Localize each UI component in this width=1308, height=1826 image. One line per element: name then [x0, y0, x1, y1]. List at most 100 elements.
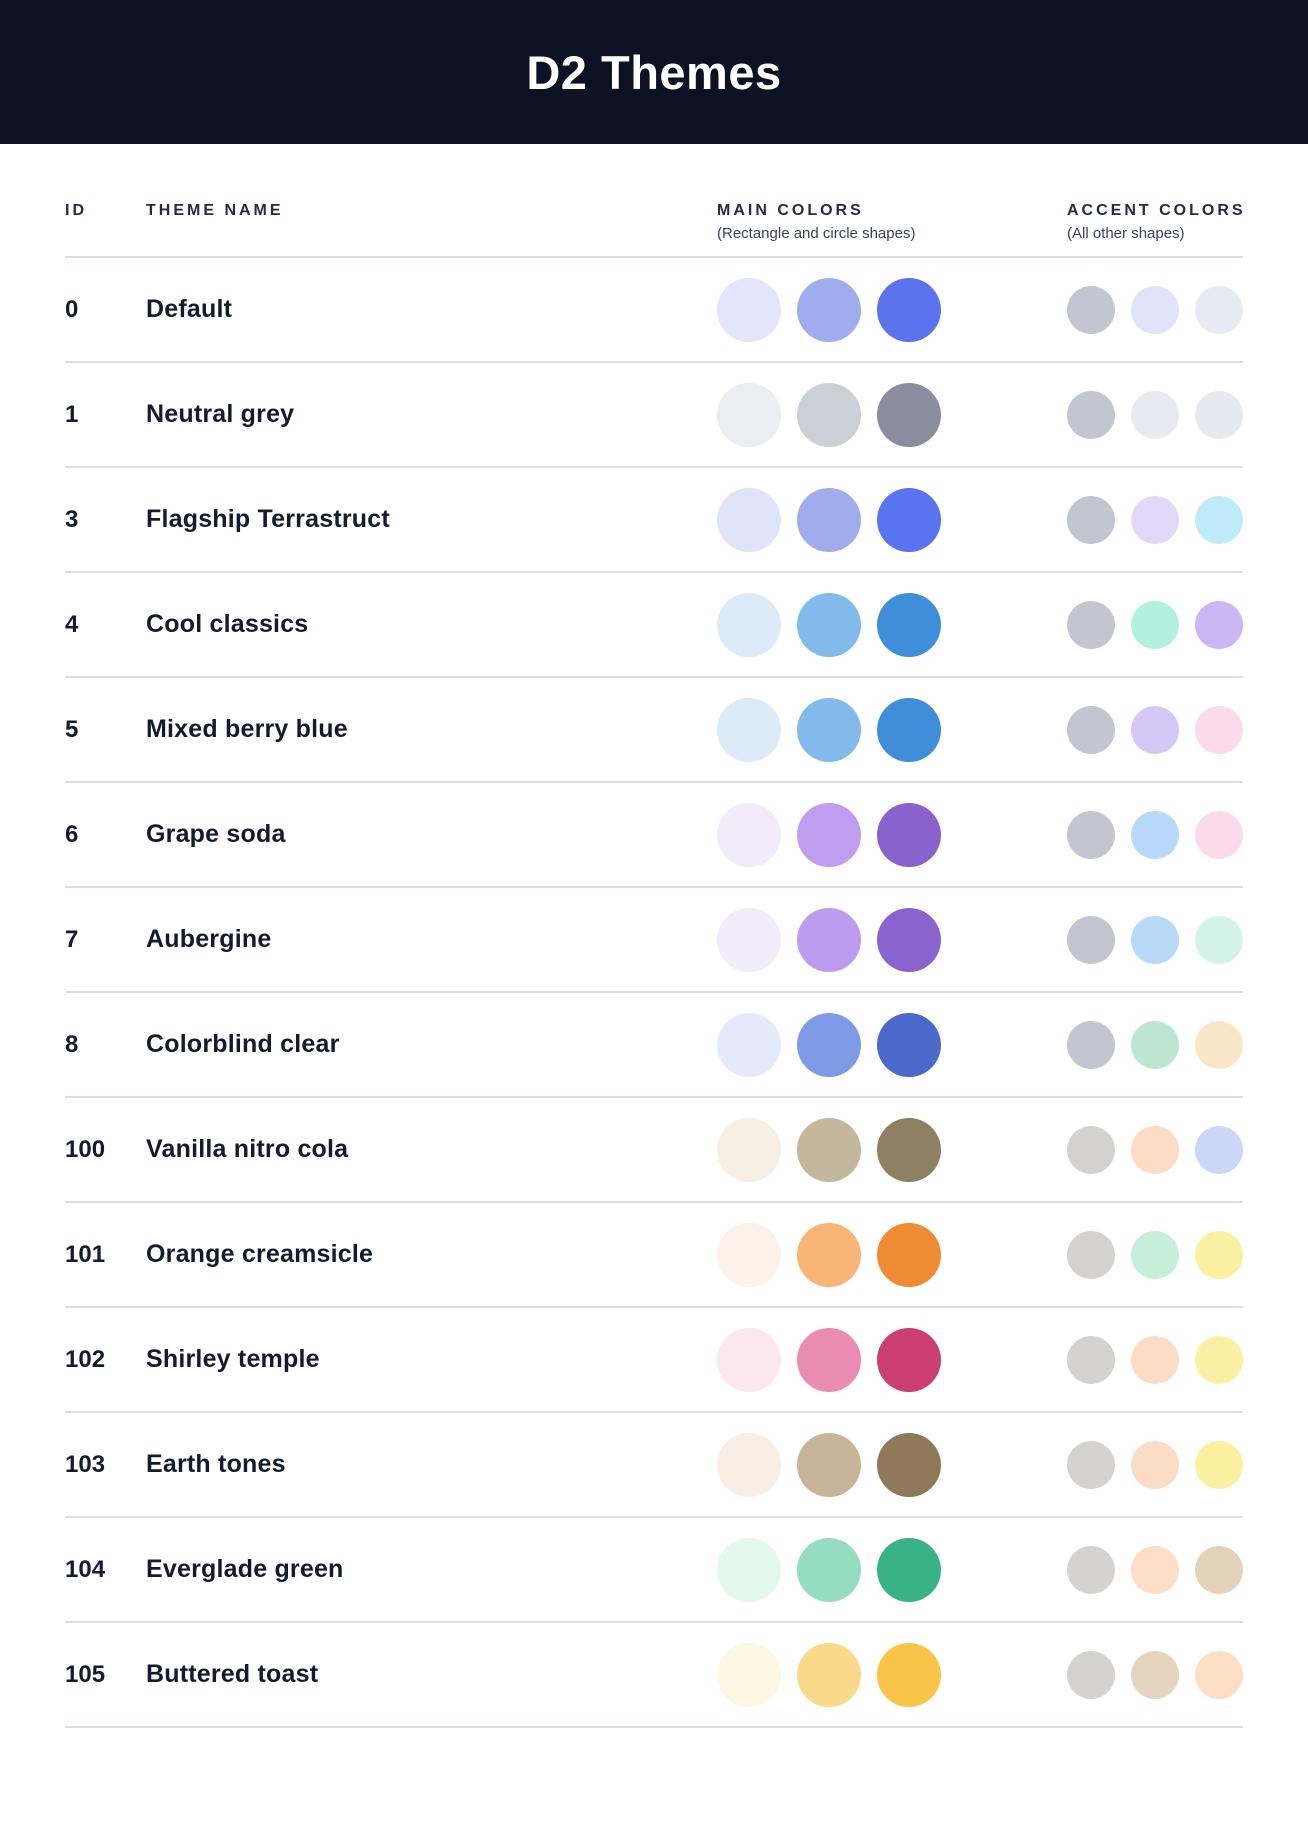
main-color-swatch-1 — [717, 907, 781, 972]
accent-colors-group — [1067, 1230, 1243, 1279]
main-colors-group — [717, 1117, 1067, 1182]
accent-color-swatch-3 — [1195, 1545, 1243, 1594]
accent-color-swatch-3 — [1195, 600, 1243, 649]
page-header: D2 Themes — [0, 0, 1308, 144]
accent-color-swatch-2 — [1131, 705, 1179, 754]
main-colors-group — [717, 802, 1067, 867]
main-colors-group — [717, 382, 1067, 447]
accent-colors-group — [1067, 915, 1243, 964]
accent-color-swatch-3 — [1195, 285, 1243, 334]
col-header-id: ID — [65, 202, 146, 220]
accent-color-swatch-3 — [1195, 915, 1243, 964]
main-colors-group — [717, 1012, 1067, 1077]
main-color-swatch-1 — [717, 1537, 781, 1602]
accent-color-swatch-3 — [1195, 390, 1243, 439]
main-color-swatch-3 — [877, 1327, 941, 1392]
main-color-swatch-2 — [797, 592, 861, 657]
col-header-accent-colors-sublabel: (All other shapes) — [1067, 225, 1185, 242]
theme-name: Shirley temple — [146, 1345, 320, 1373]
theme-id: 0 — [65, 295, 79, 323]
theme-id: 6 — [65, 820, 79, 848]
main-color-swatch-1 — [717, 277, 781, 342]
main-color-swatch-1 — [717, 1432, 781, 1497]
main-color-swatch-2 — [797, 487, 861, 552]
theme-name: Cool classics — [146, 610, 309, 638]
page-title: D2 Themes — [526, 45, 782, 99]
main-color-swatch-3 — [877, 592, 941, 657]
main-color-swatch-2 — [797, 697, 861, 762]
theme-name: Neutral grey — [146, 400, 295, 428]
theme-id: 4 — [65, 610, 79, 638]
col-header-main-colors-label: MAIN COLORS — [717, 202, 864, 219]
accent-colors-group — [1067, 600, 1243, 649]
accent-color-swatch-3 — [1195, 1020, 1243, 1069]
col-header-main-colors: MAIN COLORS (Rectangle and circle shapes… — [717, 202, 1067, 242]
theme-name: Everglade green — [146, 1555, 344, 1583]
main-color-swatch-3 — [877, 1222, 941, 1287]
theme-name: Grape soda — [146, 820, 286, 848]
main-color-swatch-3 — [877, 1537, 941, 1602]
main-color-swatch-2 — [797, 1432, 861, 1497]
accent-color-swatch-1 — [1067, 705, 1115, 754]
theme-id: 1 — [65, 400, 79, 428]
accent-colors-group — [1067, 1545, 1243, 1594]
theme-name: Buttered toast — [146, 1660, 319, 1688]
main-color-swatch-3 — [877, 1117, 941, 1182]
accent-color-swatch-2 — [1131, 810, 1179, 859]
main-color-swatch-3 — [877, 382, 941, 447]
theme-row: 7 Aubergine — [65, 886, 1243, 991]
theme-row: 101 Orange creamsicle — [65, 1201, 1243, 1306]
theme-row: 102 Shirley temple — [65, 1306, 1243, 1411]
accent-color-swatch-1 — [1067, 1545, 1115, 1594]
accent-color-swatch-3 — [1195, 1335, 1243, 1384]
accent-color-swatch-3 — [1195, 810, 1243, 859]
main-color-swatch-2 — [797, 1642, 861, 1707]
accent-color-swatch-1 — [1067, 810, 1115, 859]
theme-id: 7 — [65, 925, 79, 953]
accent-colors-group — [1067, 810, 1243, 859]
theme-id: 8 — [65, 1030, 79, 1058]
main-color-swatch-1 — [717, 1117, 781, 1182]
accent-colors-group — [1067, 705, 1243, 754]
theme-row: 104 Everglade green — [65, 1516, 1243, 1621]
main-colors-group — [717, 697, 1067, 762]
main-color-swatch-2 — [797, 1222, 861, 1287]
accent-color-swatch-3 — [1195, 495, 1243, 544]
main-colors-group — [717, 1432, 1067, 1497]
accent-color-swatch-2 — [1131, 495, 1179, 544]
main-color-swatch-2 — [797, 907, 861, 972]
accent-color-swatch-1 — [1067, 1650, 1115, 1699]
theme-id: 103 — [65, 1450, 106, 1478]
main-color-swatch-1 — [717, 382, 781, 447]
theme-row: 1 Neutral grey — [65, 361, 1243, 466]
theme-name: Default — [146, 295, 233, 323]
main-color-swatch-1 — [717, 592, 781, 657]
main-color-swatch-3 — [877, 1642, 941, 1707]
accent-color-swatch-1 — [1067, 1335, 1115, 1384]
accent-color-swatch-2 — [1131, 915, 1179, 964]
main-colors-group — [717, 592, 1067, 657]
theme-id: 5 — [65, 715, 79, 743]
main-color-swatch-3 — [877, 802, 941, 867]
main-color-swatch-2 — [797, 277, 861, 342]
accent-colors-group — [1067, 1335, 1243, 1384]
main-color-swatch-2 — [797, 382, 861, 447]
theme-row: 3 Flagship Terrastruct — [65, 466, 1243, 571]
accent-color-swatch-2 — [1131, 1650, 1179, 1699]
accent-color-swatch-2 — [1131, 600, 1179, 649]
theme-name: Flagship Terrastruct — [146, 505, 390, 533]
table-column-headers: ID THEME NAME MAIN COLORS (Rectangle and… — [65, 202, 1243, 256]
accent-color-swatch-2 — [1131, 285, 1179, 334]
accent-color-swatch-2 — [1131, 1125, 1179, 1174]
main-color-swatch-3 — [877, 1432, 941, 1497]
main-color-swatch-3 — [877, 907, 941, 972]
accent-color-swatch-1 — [1067, 1230, 1115, 1279]
accent-colors-group — [1067, 1125, 1243, 1174]
theme-row: 5 Mixed berry blue — [65, 676, 1243, 781]
theme-row: 0 Default — [65, 256, 1243, 361]
accent-color-swatch-3 — [1195, 705, 1243, 754]
main-color-swatch-1 — [717, 697, 781, 762]
theme-id: 104 — [65, 1555, 106, 1583]
accent-colors-group — [1067, 390, 1243, 439]
